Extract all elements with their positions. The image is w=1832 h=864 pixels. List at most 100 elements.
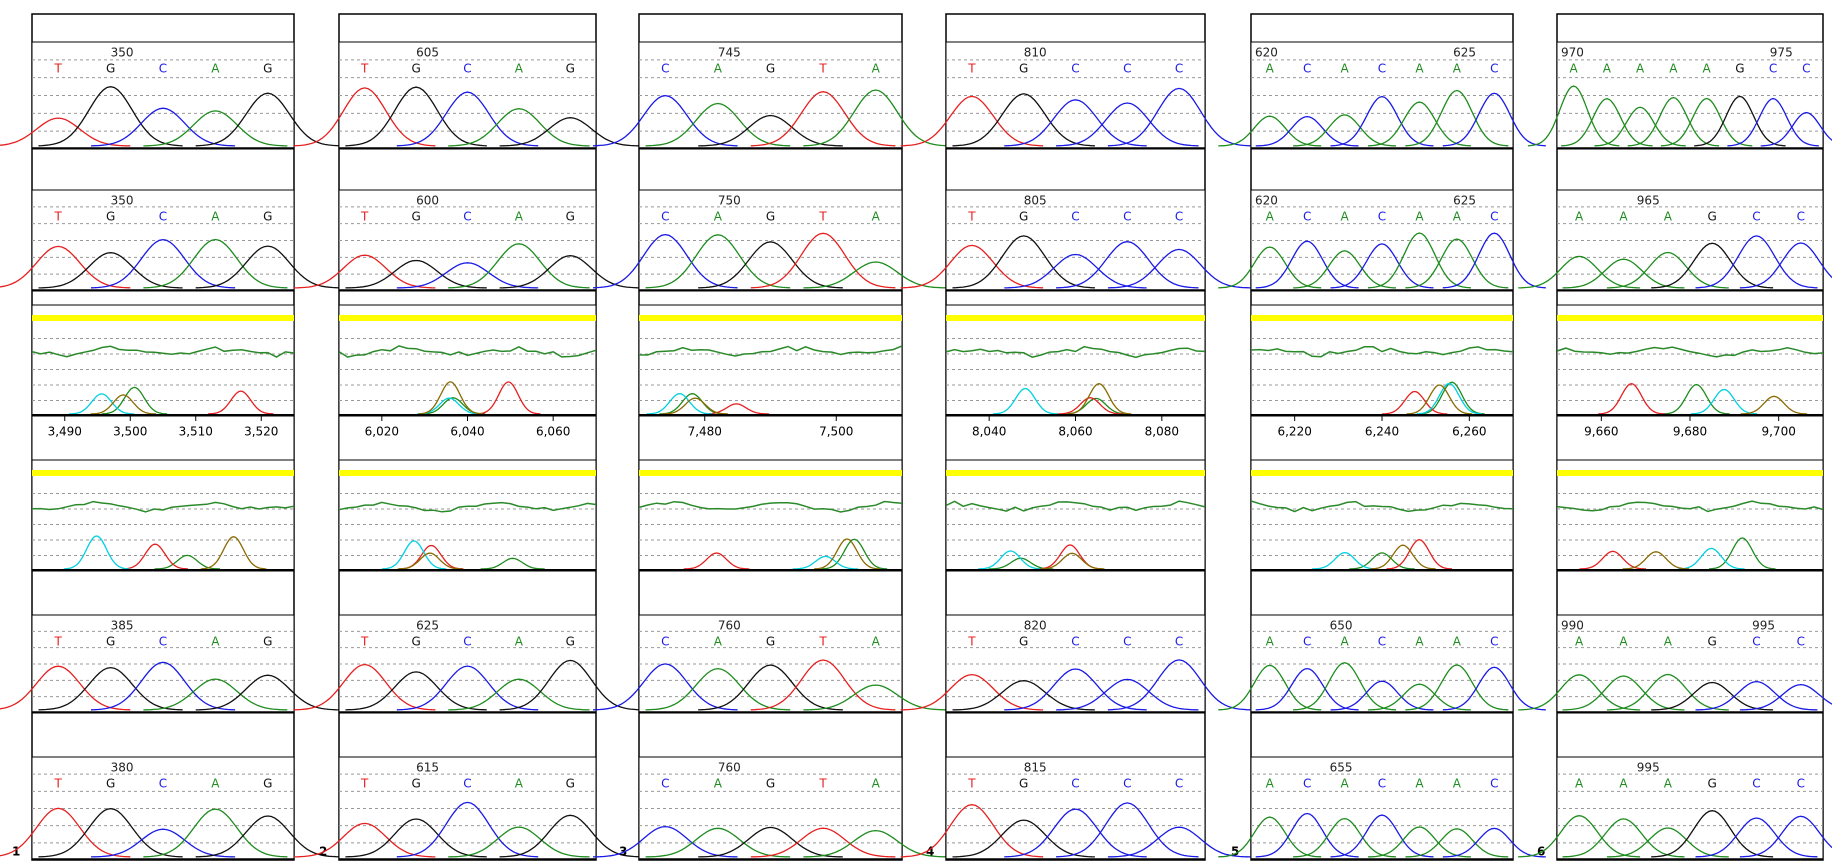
base-call: A bbox=[714, 62, 723, 76]
base-call: A bbox=[1664, 635, 1673, 649]
base-call: C bbox=[661, 777, 669, 791]
position-label: 655 bbox=[1330, 761, 1353, 775]
base-call: C bbox=[1123, 210, 1131, 224]
trace-frame bbox=[339, 305, 596, 416]
base-call: A bbox=[1575, 210, 1584, 224]
base-call: G bbox=[766, 777, 775, 791]
position-label: 810 bbox=[1024, 46, 1047, 60]
strand-bar bbox=[946, 470, 1205, 476]
base-call: C bbox=[1071, 777, 1079, 791]
position-label: 615 bbox=[416, 761, 439, 775]
base-call: C bbox=[661, 62, 669, 76]
axis-tick-label: 8,040 bbox=[972, 425, 1006, 439]
base-call: T bbox=[54, 210, 63, 224]
base-call: A bbox=[515, 777, 524, 791]
axis-tick-label: 6,220 bbox=[1277, 425, 1311, 439]
base-call: G bbox=[766, 210, 775, 224]
page: {"base_colors":{"A":"#1e8c1e","C":"#1a1a… bbox=[0, 0, 1832, 864]
position-label: 750 bbox=[718, 194, 741, 208]
base-call: T bbox=[360, 635, 369, 649]
base-call: G bbox=[566, 62, 575, 76]
strand-bar bbox=[339, 470, 596, 476]
base-call: C bbox=[1071, 210, 1079, 224]
base-call: A bbox=[1266, 210, 1275, 224]
base-call: C bbox=[1071, 62, 1079, 76]
position-label: 605 bbox=[416, 46, 439, 60]
trace-frame bbox=[1251, 460, 1513, 571]
strand-bar bbox=[1557, 470, 1823, 476]
trace-frame bbox=[639, 305, 902, 416]
axis-tick-label: 3,510 bbox=[179, 425, 213, 439]
base-call: A bbox=[1340, 62, 1349, 76]
base-call: G bbox=[566, 210, 575, 224]
base-call: A bbox=[872, 210, 881, 224]
base-call: G bbox=[263, 777, 272, 791]
base-call: T bbox=[54, 777, 63, 791]
base-call: C bbox=[1752, 635, 1760, 649]
strand-bar bbox=[639, 315, 902, 321]
axis-row bbox=[639, 416, 902, 460]
trace-frame bbox=[1557, 305, 1823, 416]
trace-frame bbox=[1557, 460, 1823, 571]
position-label: 975 bbox=[1770, 46, 1793, 60]
base-call: C bbox=[1752, 777, 1760, 791]
base-call: A bbox=[714, 777, 723, 791]
base-call: A bbox=[211, 62, 220, 76]
base-call: T bbox=[360, 777, 369, 791]
base-call: A bbox=[1603, 62, 1612, 76]
base-call: A bbox=[1266, 635, 1275, 649]
axis-tick-label: 3,500 bbox=[113, 425, 147, 439]
position-label: 965 bbox=[1637, 194, 1660, 208]
base-call: G bbox=[1735, 62, 1744, 76]
position-label: 760 bbox=[718, 619, 741, 633]
base-call: C bbox=[1071, 635, 1079, 649]
base-call: T bbox=[818, 62, 827, 76]
base-call: A bbox=[515, 62, 524, 76]
base-call: C bbox=[463, 635, 471, 649]
base-call: G bbox=[411, 210, 420, 224]
axis-tick-label: 3,490 bbox=[48, 425, 82, 439]
base-call: A bbox=[1453, 210, 1462, 224]
base-call: A bbox=[1266, 62, 1275, 76]
base-call: A bbox=[515, 210, 524, 224]
base-call: T bbox=[967, 777, 976, 791]
base-call: G bbox=[566, 635, 575, 649]
base-call: C bbox=[1175, 62, 1183, 76]
position-label: 815 bbox=[1024, 761, 1047, 775]
base-call: C bbox=[463, 62, 471, 76]
position-label: 995 bbox=[1752, 619, 1775, 633]
position-label: 380 bbox=[111, 761, 134, 775]
base-call: G bbox=[411, 777, 420, 791]
axis-tick-label: 9,700 bbox=[1761, 425, 1795, 439]
base-call: C bbox=[159, 635, 167, 649]
base-call: C bbox=[1490, 635, 1498, 649]
base-call: G bbox=[1708, 635, 1717, 649]
position-label: 350 bbox=[111, 46, 134, 60]
base-call: C bbox=[159, 210, 167, 224]
base-call: G bbox=[263, 210, 272, 224]
base-call: G bbox=[106, 777, 115, 791]
base-call: A bbox=[1703, 62, 1712, 76]
base-call: T bbox=[360, 210, 369, 224]
base-call: A bbox=[211, 635, 220, 649]
base-call: A bbox=[872, 777, 881, 791]
axis-tick-label: 6,060 bbox=[536, 425, 570, 439]
strand-bar bbox=[1251, 470, 1513, 476]
axis-tick-label: 8,060 bbox=[1058, 425, 1092, 439]
base-call: C bbox=[159, 62, 167, 76]
base-call: G bbox=[1019, 635, 1028, 649]
position-label: 385 bbox=[111, 619, 134, 633]
base-call: C bbox=[1303, 777, 1311, 791]
base-call: A bbox=[1664, 777, 1673, 791]
base-call: G bbox=[263, 62, 272, 76]
base-call: G bbox=[106, 635, 115, 649]
base-call: A bbox=[1619, 210, 1628, 224]
base-call: A bbox=[714, 210, 723, 224]
base-call: A bbox=[1453, 777, 1462, 791]
base-call: C bbox=[1752, 210, 1760, 224]
base-call: A bbox=[1266, 777, 1275, 791]
base-call: C bbox=[159, 777, 167, 791]
base-call: A bbox=[872, 635, 881, 649]
base-call: A bbox=[1619, 635, 1628, 649]
strand-bar bbox=[1251, 315, 1513, 321]
